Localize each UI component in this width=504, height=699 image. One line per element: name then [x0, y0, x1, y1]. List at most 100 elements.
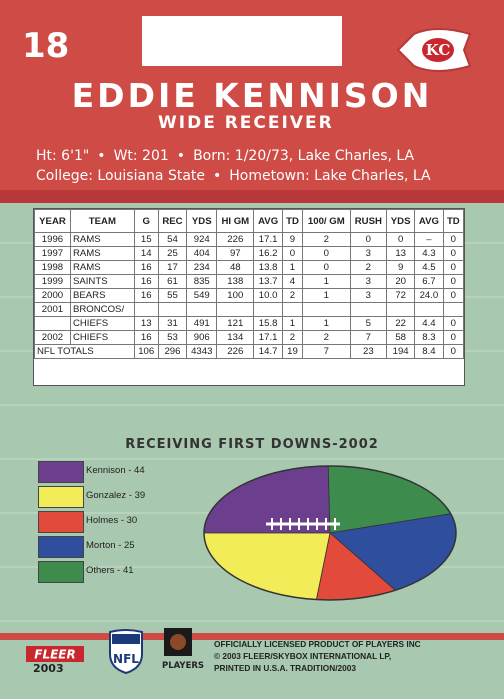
- stats-table-panel: YEAR TEAM G REC YDS HI GM AVG TD 100/ GM RUSH YDS A…: [33, 208, 465, 386]
- stats-cell: 1: [281, 316, 304, 331]
- stats-cell: 134: [216, 330, 255, 345]
- name-plate-box: [142, 16, 342, 66]
- legend-swatch: [38, 511, 84, 533]
- stats-header-cell: YDS: [386, 209, 416, 233]
- stats-cell: 31: [157, 316, 188, 331]
- stats-cell: 13: [386, 246, 416, 261]
- stats-row: 2002 CHIEFS 16 53 906 134 17.1 2 2 7 58 8.3 0: [34, 330, 465, 345]
- legend-swatch: [38, 536, 84, 558]
- stats-cell: 1: [281, 260, 304, 275]
- stats-cell: SAINTS: [69, 274, 135, 289]
- stats-cell: 7: [302, 344, 351, 359]
- stats-cell: 2000: [34, 288, 71, 303]
- bio-line-2: College: Louisiana State • Hometown: Lake …: [36, 168, 431, 184]
- stats-header-cell: REC: [157, 209, 188, 233]
- stats-cell: 8.3: [414, 330, 444, 345]
- stats-cell: [157, 302, 188, 317]
- stats-cell: 48: [216, 260, 255, 275]
- pie-slice-holmes: [289, 532, 456, 600]
- stats-cell: 0: [442, 344, 465, 359]
- stats-cell: 226: [216, 232, 255, 247]
- stats-cell: CHIEFS: [69, 316, 135, 331]
- legend-label: Holmes - 30: [86, 515, 138, 526]
- stats-row: 1998 RAMS 16 17 234 48 13.8 1 0 2 9 4.5 0: [34, 260, 465, 275]
- stats-cell: 0: [442, 260, 465, 275]
- stats-cell: 0: [442, 288, 465, 303]
- stats-cell: 10.0: [253, 288, 283, 303]
- stats-cell: 14.7: [253, 344, 283, 359]
- stats-cell: 924: [186, 232, 218, 247]
- stats-cell: 53: [157, 330, 188, 345]
- fleer-text: FLEER: [34, 648, 75, 662]
- football-outline: [203, 465, 457, 601]
- stats-cell: 100: [216, 288, 255, 303]
- legend-label: Morton - 25: [86, 540, 135, 551]
- stats-cell: 9: [386, 260, 416, 275]
- fleer-logo: FLEER: [26, 646, 84, 662]
- stats-cell: 3: [349, 246, 388, 261]
- stats-cell: 4.4: [414, 316, 444, 331]
- stats-cell: 1999: [34, 274, 71, 289]
- stats-cell: BEARS: [69, 288, 135, 303]
- stats-cell: 2: [302, 330, 351, 345]
- legend-swatch: [38, 461, 84, 483]
- stats-cell: 0: [442, 232, 465, 247]
- stats-header-cell: AVG: [253, 209, 283, 233]
- stats-header-row: YEAR TEAM G REC YDS HI GM AVG TD 100/ GM RUSH YDS A…: [34, 209, 465, 233]
- stats-cell: 0: [442, 274, 465, 289]
- stats-cell: 2002: [34, 330, 71, 345]
- stats-cell: 2: [302, 232, 351, 247]
- stats-cell: 15: [133, 232, 159, 247]
- stats-cell: CHIEFS: [69, 330, 135, 345]
- stats-cell: BRONCOS/: [69, 302, 135, 317]
- stats-cell: 16: [133, 330, 159, 345]
- legal-line-3: PRINTED IN U.S.A. TRADITION/2003: [214, 663, 356, 673]
- stats-cell: 1: [302, 316, 351, 331]
- stats-cell: 17.1: [253, 232, 283, 247]
- stats-cell: 61: [157, 274, 188, 289]
- stats-cell: [302, 302, 351, 317]
- bio-hometown: Hometown: Lake Charles, LA: [229, 168, 431, 184]
- stats-header-cell: YEAR: [34, 209, 71, 233]
- stats-cell: –: [414, 232, 444, 247]
- stats-cell: 2: [281, 288, 304, 303]
- stats-cell: 1: [302, 274, 351, 289]
- players-label: PLAYERS: [162, 661, 204, 670]
- stats-cell: [186, 302, 218, 317]
- bio-height: Ht: 6'1": [36, 148, 90, 164]
- stats-cell: 4: [281, 274, 304, 289]
- football-pie-chart: [203, 465, 457, 601]
- stats-header-cell: YDS: [186, 209, 218, 233]
- nfl-shield-icon: NFL: [109, 629, 143, 674]
- stats-cell: 0: [442, 330, 465, 345]
- stats-cell: 24.0: [414, 288, 444, 303]
- stats-row: 2001 BRONCOS/: [34, 302, 465, 317]
- bio-line-1: Ht: 6'1" • Wt: 201 • Born: 1/20/73, Lake Cha…: [36, 148, 415, 164]
- stats-cell: 296: [157, 344, 188, 359]
- footer-panel: [0, 633, 504, 699]
- legend-swatch: [38, 561, 84, 583]
- stats-cell: 0: [349, 232, 388, 247]
- stats-cell: [414, 302, 444, 317]
- stats-row: 1997 RAMS 14 25 404 97 16.2 0 0 3 13 4.3 0: [34, 246, 465, 261]
- stats-row: CHIEFS 13 31 491 121 15.8 1 1 5 22 4.4 0: [34, 316, 465, 331]
- stats-cell: 3: [349, 274, 388, 289]
- chart-title: RECEIVING FIRST DOWNS-2002: [125, 437, 379, 452]
- stats-cell: [253, 302, 283, 317]
- stats-cell: 0: [302, 260, 351, 275]
- stats-cell: 1: [302, 288, 351, 303]
- stats-cell: RAMS: [69, 246, 135, 261]
- stats-cell: 19: [281, 344, 304, 359]
- stats-cell: 106: [133, 344, 159, 359]
- footer-stripe: [0, 633, 504, 640]
- stats-header-cell: RUSH: [349, 209, 388, 233]
- stats-cell: 13.8: [253, 260, 283, 275]
- stats-cell: 5: [349, 316, 388, 331]
- stats-cell: 9: [281, 232, 304, 247]
- stats-cell: 1997: [34, 246, 71, 261]
- stats-header-cell: TD: [442, 209, 465, 233]
- stats-cell: 234: [186, 260, 218, 275]
- stats-cell: 4.5: [414, 260, 444, 275]
- stats-cell: [281, 302, 304, 317]
- stats-cell: 17.1: [253, 330, 283, 345]
